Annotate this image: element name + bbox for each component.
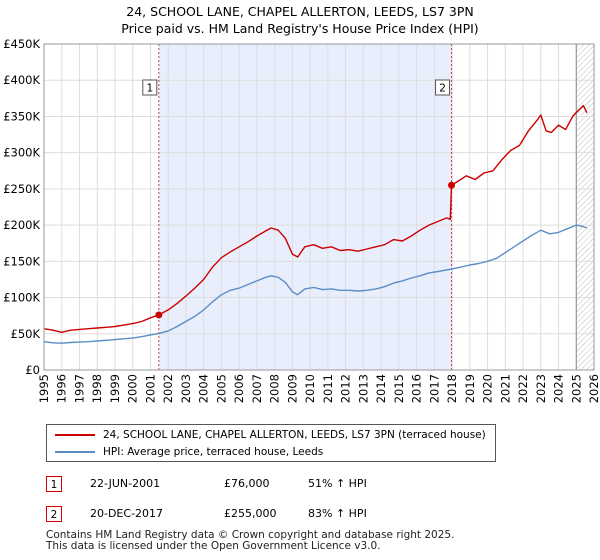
x-tick-label: 2018 <box>445 374 459 403</box>
x-tick-label: 2025 <box>569 374 583 403</box>
x-tick-label: 2019 <box>463 374 477 403</box>
x-tick-label: 2015 <box>392 374 406 403</box>
chart-title: 24, SCHOOL LANE, CHAPEL ALLERTON, LEEDS,… <box>126 4 474 19</box>
sale-marker-label: 2 <box>439 83 446 95</box>
footer: Contains HM Land Registry data © Crown c… <box>46 530 454 552</box>
y-tick-label: £450K <box>3 37 40 51</box>
transaction-date: 20-DEC-2017 <box>90 507 164 520</box>
transaction-number-badge: 2 <box>46 506 62 522</box>
x-tick-label: 2004 <box>197 374 211 403</box>
x-tick-label: 2009 <box>285 374 299 403</box>
footer-copyright: Contains HM Land Registry data © Crown c… <box>46 529 455 541</box>
x-tick-label: 2021 <box>498 374 512 403</box>
x-tick-label: 2014 <box>374 374 388 403</box>
y-tick-label: £200K <box>3 218 40 232</box>
x-tick-label: 2026 <box>587 374 600 403</box>
x-tick-label: 2003 <box>179 374 193 403</box>
x-tick-label: 2013 <box>356 374 370 403</box>
y-tick-label: £350K <box>3 109 40 123</box>
x-tick-label: 2022 <box>516 374 530 403</box>
y-tick-label: £0 <box>25 363 40 377</box>
hpi-line <box>43 224 588 344</box>
x-tick-label: 2020 <box>481 374 495 403</box>
x-tick-label: 2016 <box>410 374 424 403</box>
transaction-hpi-change: 83% ↑ HPI <box>308 507 367 520</box>
y-tick-label: £100K <box>3 291 40 305</box>
chart-subtitle: Price paid vs. HM Land Registry's House … <box>121 21 479 36</box>
x-tick-label: 2023 <box>534 374 548 403</box>
sale-point <box>155 311 163 319</box>
transaction-price: £76,000 <box>224 477 270 490</box>
y-tick-label: £400K <box>3 73 40 87</box>
transaction-hpi-change: 51% ↑ HPI <box>308 477 367 490</box>
property-price-line <box>43 104 588 333</box>
x-tick-label: 1999 <box>108 374 122 403</box>
x-tick-label: 1998 <box>90 374 104 403</box>
legend-item-property: 24, SCHOOL LANE, CHAPEL ALLERTON, LEEDS,… <box>55 427 486 443</box>
sale-marker-box <box>142 79 158 96</box>
legend: 24, SCHOOL LANE, CHAPEL ALLERTON, LEEDS,… <box>46 424 496 462</box>
x-tick-label: 2001 <box>143 374 157 403</box>
x-tick-label: 2002 <box>161 374 175 403</box>
x-tick-label: 2024 <box>552 374 566 403</box>
x-tick-label: 1996 <box>55 374 69 403</box>
legend-swatch-property <box>55 434 95 436</box>
plot-frame <box>43 43 595 371</box>
x-tick-label: 2010 <box>303 374 317 403</box>
x-tick-label: 2006 <box>232 374 246 403</box>
x-tick-label: 2000 <box>126 374 140 403</box>
legend-item-hpi: HPI: Average price, terraced house, Leed… <box>55 444 323 460</box>
forecast-hatch <box>576 44 594 370</box>
legend-label-hpi: HPI: Average price, terraced house, Leed… <box>103 446 324 458</box>
sale-point <box>448 181 456 189</box>
transaction-date: 22-JUN-2001 <box>90 477 161 490</box>
sale-marker-box <box>435 79 451 96</box>
x-tick-label: 2012 <box>339 374 353 403</box>
transaction-number-badge: 1 <box>46 476 62 492</box>
footer-licence: This data is licensed under the Open Gov… <box>46 540 381 552</box>
y-tick-label: £50K <box>11 327 41 341</box>
legend-label-property: 24, SCHOOL LANE, CHAPEL ALLERTON, LEEDS,… <box>103 429 486 441</box>
y-tick-label: £300K <box>3 146 40 160</box>
x-tick-label: 2007 <box>250 374 264 403</box>
ownership-period-shading <box>158 44 452 370</box>
x-tick-label: 1997 <box>72 374 86 403</box>
transaction-price: £255,000 <box>224 507 277 520</box>
x-tick-label: 2005 <box>214 374 228 403</box>
y-tick-label: £250K <box>3 182 40 196</box>
x-tick-label: 2008 <box>268 374 282 403</box>
sale-marker-label: 1 <box>146 83 153 95</box>
price-chart: £0 £50K £100K £150K £200K £250K £300K £350K £400… <box>3 37 600 403</box>
y-tick-label: £150K <box>3 254 40 268</box>
x-tick-label: 2011 <box>321 374 335 403</box>
x-tick-label: 1995 <box>37 374 51 403</box>
legend-swatch-hpi <box>55 451 95 453</box>
x-tick-label: 2017 <box>427 374 441 403</box>
